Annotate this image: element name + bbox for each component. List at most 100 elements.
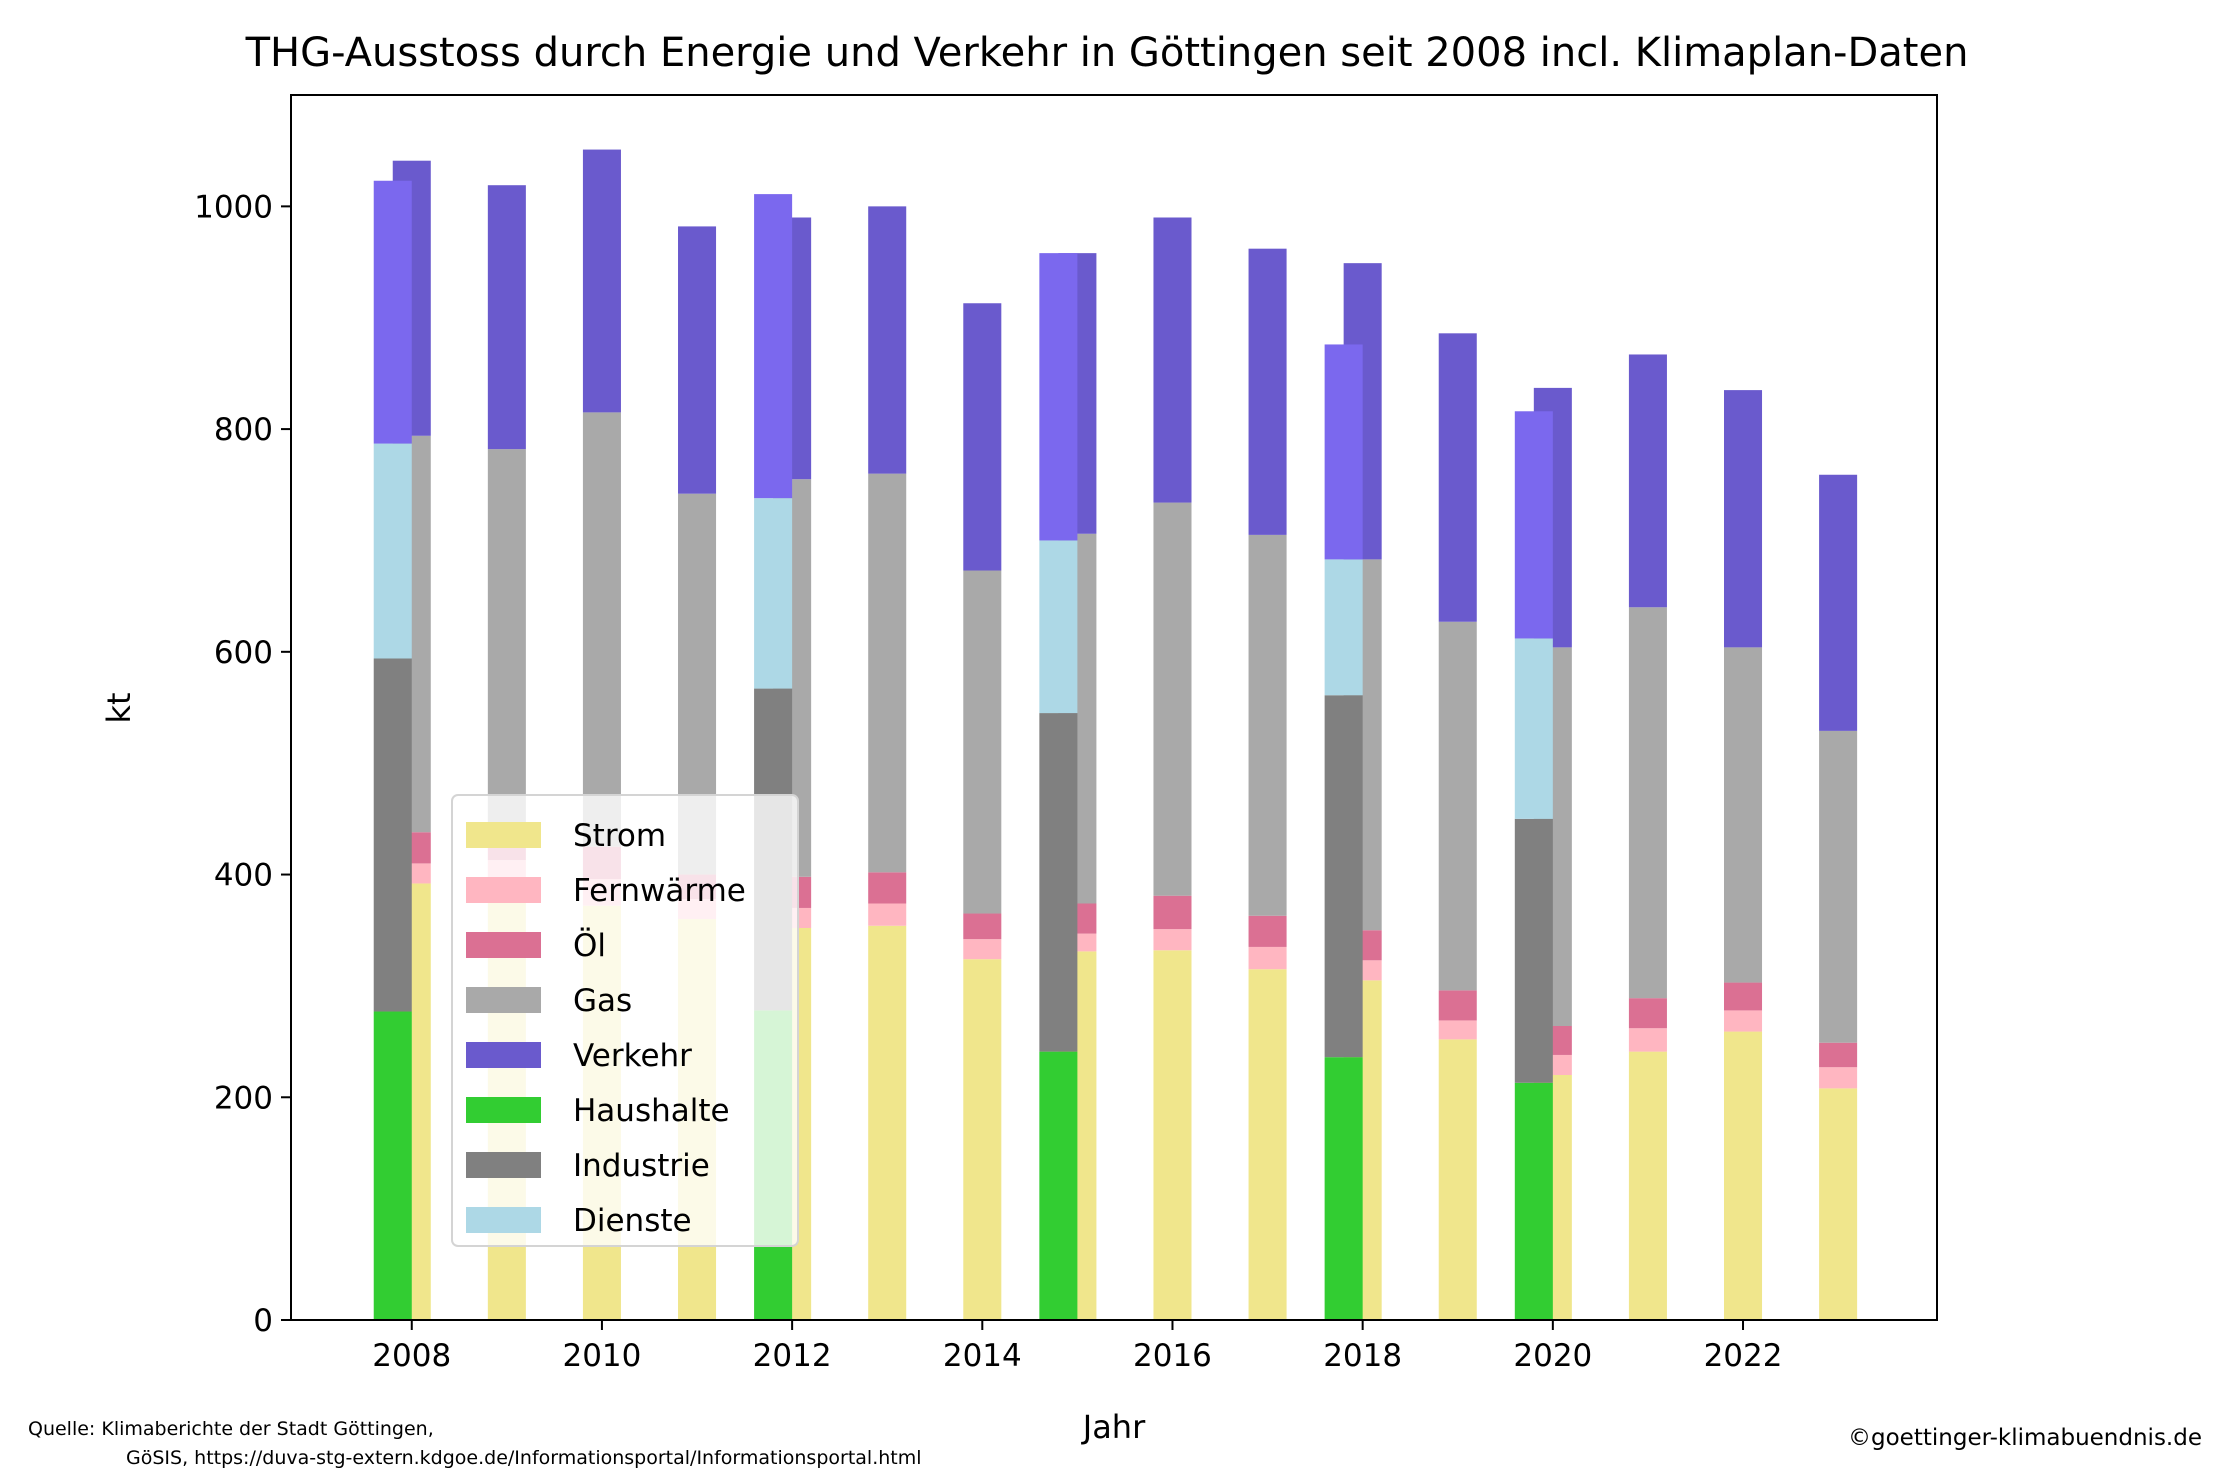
y-tick-label: 1000: [194, 189, 273, 225]
bar-sector-dienste-2008: [373, 443, 412, 659]
legend-label-strom: Strom: [573, 818, 666, 854]
x-axis: 2008 2010 2012 2014 2016 2018 2020 2022: [372, 1320, 1782, 1374]
bar-energy-verkehr-2017: [1248, 248, 1287, 535]
bar-energy-gas-2017: [1248, 534, 1287, 916]
bars-group: [373, 149, 1858, 1320]
bar-energy-gas-2013: [868, 473, 907, 873]
bar-energy-oel-2017: [1248, 915, 1287, 947]
bar-energy-verkehr-2011: [678, 226, 717, 494]
legend-label-gas: Gas: [573, 983, 632, 1019]
bar-sector-industrie-2015: [1039, 713, 1078, 1052]
bar-energy-fernwaerme-2021: [1628, 1028, 1667, 1052]
bar-energy-oel-2019: [1438, 990, 1477, 1021]
bar-energy-gas-2019: [1438, 621, 1477, 991]
bar-energy-verkehr-2014: [963, 303, 1002, 571]
x-tick-label: 2020: [1513, 1338, 1592, 1374]
plot-frame: [290, 94, 1938, 1321]
bar-energy-oel-2021: [1628, 998, 1667, 1029]
x-tick-label: 2014: [943, 1338, 1022, 1374]
bar-sector-industrie-2018: [1324, 695, 1363, 1058]
x-tick-label: 2008: [372, 1338, 451, 1374]
bar-energy-oel-2016: [1153, 895, 1192, 930]
bar-sector-verkehr-2020: [1514, 411, 1553, 639]
bar-energy-oel-2013: [868, 872, 907, 904]
copyright: ©goettinger-klimabuendnis.de: [1848, 1425, 2202, 1451]
bar-energy-strom-2019: [1438, 1039, 1477, 1320]
x-tick-label: 2016: [1133, 1338, 1212, 1374]
x-tick-label: 2022: [1704, 1338, 1783, 1374]
bar-energy-verkehr-2022: [1723, 390, 1763, 648]
bar-energy-gas-2009: [487, 449, 526, 834]
bar-sector-haushalte-2020: [1514, 1082, 1553, 1320]
x-tick-label: 2010: [562, 1338, 641, 1374]
source-line-1: Quelle: Klimaberichte der Stadt Göttinge…: [28, 1418, 434, 1440]
legend-swatch-oel: [466, 932, 541, 958]
x-axis-label: Jahr: [1081, 1408, 1146, 1446]
bar-energy-gas-2023: [1819, 730, 1858, 1043]
bar-sector-verkehr-2018: [1324, 344, 1363, 560]
chart-title: THG-Ausstoss durch Energie und Verkehr i…: [245, 30, 1969, 76]
bar-energy-fernwaerme-2022: [1723, 1010, 1763, 1032]
bar-energy-oel-2014: [963, 913, 1002, 940]
bar-sector-verkehr-2012: [754, 194, 793, 499]
bar-energy-strom-2023: [1819, 1088, 1858, 1320]
legend-box: [451, 794, 799, 1247]
y-tick-label: 400: [214, 858, 273, 894]
legend-label-fernwaerme: Fernwärme: [573, 873, 746, 909]
bar-sector-industrie-2008: [373, 658, 412, 1012]
legend-swatch-industrie: [466, 1152, 541, 1178]
x-tick-label: 2018: [1323, 1338, 1402, 1374]
bar-sector-verkehr-2008: [373, 180, 412, 444]
source-line-2: GöSIS, https://duva-stg-extern.kdgoe.de/…: [126, 1447, 922, 1469]
bar-energy-fernwaerme-2014: [963, 939, 1002, 960]
bar-energy-fernwaerme-2013: [868, 903, 907, 926]
legend-swatch-haushalte: [466, 1097, 541, 1123]
bar-energy-verkehr-2009: [487, 185, 526, 450]
bar-energy-gas-2014: [963, 570, 1002, 914]
bar-energy-strom-2021: [1628, 1051, 1667, 1320]
bar-energy-fernwaerme-2019: [1438, 1020, 1477, 1040]
legend-label-oel: Öl: [573, 927, 606, 964]
bar-energy-gas-2022: [1723, 647, 1763, 983]
bar-sector-haushalte-2015: [1039, 1051, 1078, 1320]
y-axis: 0 200 400 600 800 1000: [194, 189, 291, 1339]
legend-label-industrie: Industrie: [573, 1148, 710, 1184]
bar-energy-strom-2016: [1153, 950, 1192, 1320]
bar-sector-haushalte-2008: [373, 1011, 412, 1320]
bar-energy-verkehr-2019: [1438, 333, 1477, 622]
bar-energy-oel-2022: [1723, 982, 1763, 1011]
y-axis-label: kt: [100, 692, 138, 723]
bar-energy-verkehr-2010: [582, 149, 621, 413]
bar-sector-dienste-2015: [1039, 540, 1078, 714]
y-tick-label: 200: [214, 1080, 273, 1116]
x-tick-label: 2012: [753, 1338, 832, 1374]
bar-energy-verkehr-2016: [1153, 217, 1192, 503]
legend-swatch-gas: [466, 987, 541, 1013]
legend-label-verkehr: Verkehr: [573, 1038, 692, 1074]
legend-swatch-strom: [466, 822, 541, 848]
bar-energy-gas-2021: [1628, 607, 1667, 999]
bar-sector-dienste-2020: [1514, 638, 1553, 819]
legend-label-haushalte: Haushalte: [573, 1093, 730, 1129]
bar-energy-fernwaerme-2016: [1153, 929, 1192, 951]
legend-swatch-dienste: [466, 1207, 541, 1233]
legend-label-dienste: Dienste: [573, 1203, 692, 1239]
bar-sector-industrie-2020: [1514, 818, 1553, 1083]
bar-energy-gas-2010: [582, 412, 621, 847]
bar-energy-strom-2017: [1248, 969, 1287, 1320]
legend-swatch-fernwaerme: [466, 877, 541, 903]
bar-energy-oel-2023: [1819, 1042, 1858, 1068]
bar-sector-dienste-2012: [754, 498, 793, 689]
y-tick-label: 600: [214, 635, 273, 671]
legend-swatch-verkehr: [466, 1042, 541, 1068]
bar-energy-verkehr-2021: [1628, 354, 1667, 608]
bar-energy-fernwaerme-2017: [1248, 946, 1287, 970]
y-tick-label: 0: [253, 1303, 273, 1339]
bar-energy-fernwaerme-2023: [1819, 1067, 1858, 1089]
bar-energy-gas-2016: [1153, 502, 1192, 896]
bar-energy-verkehr-2023: [1819, 474, 1858, 731]
bar-energy-verkehr-2013: [868, 206, 907, 474]
bar-energy-strom-2014: [963, 959, 1002, 1320]
bar-energy-strom-2013: [868, 925, 907, 1320]
